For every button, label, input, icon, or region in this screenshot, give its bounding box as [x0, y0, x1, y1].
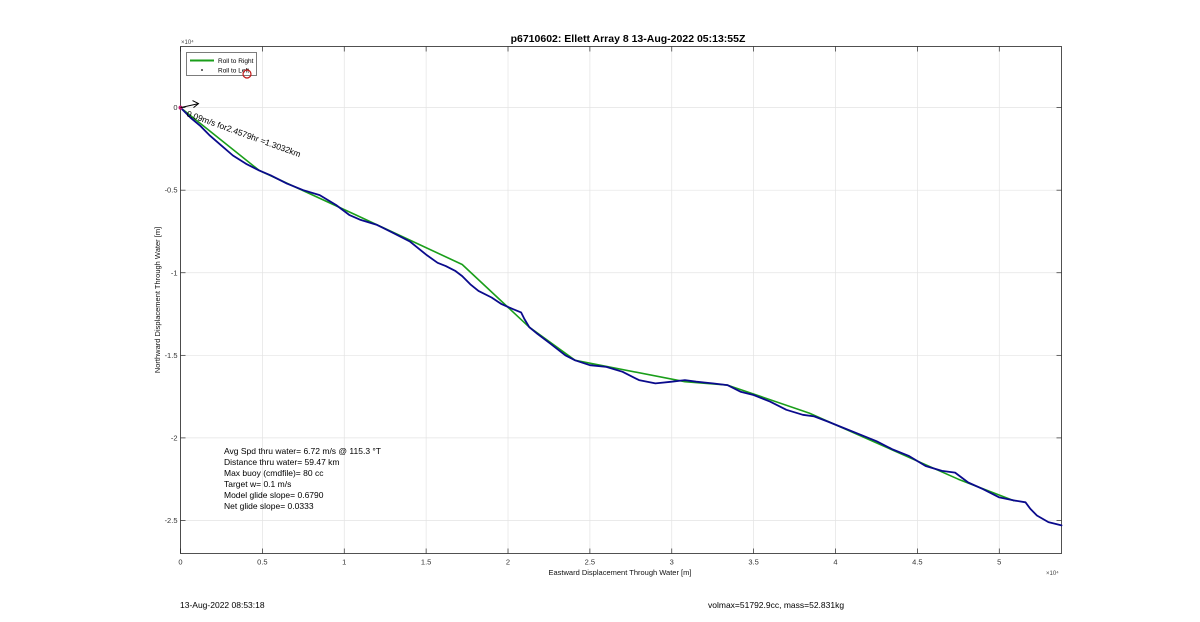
x-tick-label: 1.5 — [421, 558, 431, 567]
legend-swatch-roll-left — [201, 69, 203, 71]
y-tick-label: -1.5 — [165, 351, 178, 360]
y-tick-label: -2 — [171, 433, 178, 442]
legend-box — [186, 52, 257, 76]
x-tick-label: 0 — [178, 558, 182, 567]
y-tick-label: -0.5 — [165, 186, 178, 195]
x-tick-label: 0.5 — [257, 558, 267, 567]
x-axis-label: Eastward Displacement Through Water [m] — [549, 568, 692, 577]
series-roll-to-right-line — [179, 106, 1015, 502]
series-track-line — [179, 106, 1063, 527]
grid-lines — [180, 46, 1062, 554]
roll-marker-circle — [242, 69, 252, 79]
legend-label-roll-left: Roll to Left — [218, 68, 249, 75]
x-tick-label: 3 — [670, 558, 674, 567]
arrow-head — [192, 100, 200, 108]
arrow-annotation: 0.09m/s for2.4579hr =1.3032km — [185, 108, 302, 159]
y-tick-label: -2.5 — [165, 516, 178, 525]
stat-avg-speed: Avg Spd thru water= 6.72 m/s @ 115.3 °T — [224, 446, 381, 456]
x-tick-label: 5 — [997, 558, 1001, 567]
stat-distance: Distance thru water= 59.47 km — [224, 457, 340, 467]
x-tick-label: 4.5 — [912, 558, 922, 567]
axis-ticks: 0 0.5 1 1.5 2 2.5 3 3.5 4 4.5 5 0 -0.5 -1 -1.5 -2 -2.5 — [165, 46, 1062, 567]
x-tick-label: 2.5 — [585, 558, 595, 567]
plot-area-frame — [180, 46, 1062, 554]
x-tick-label: 1 — [342, 558, 346, 567]
y-axis-multiplier: ×10⁴ — [181, 39, 194, 46]
x-tick-label: 4 — [833, 558, 837, 567]
stat-max-buoy: Max buoy (cmdfile)= 80 cc — [224, 468, 324, 478]
x-axis-multiplier: ×10⁴ — [1046, 570, 1059, 577]
stat-model-glide-slope: Model glide slope= 0.6790 — [224, 490, 324, 500]
y-axis-label: Northward Displacement Through Water [m] — [153, 227, 162, 373]
legend: Roll to Right Roll to Left — [186, 52, 257, 76]
footer-summary: volmax=51792.9cc, mass=52.831kg — [708, 600, 845, 610]
arrow-shaft — [180, 103, 199, 109]
stat-net-glide-slope: Net glide slope= 0.0333 — [224, 501, 314, 511]
footer-timestamp: 13-Aug-2022 08:53:18 — [180, 600, 265, 610]
stats-block: Avg Spd thru water= 6.72 m/s @ 115.3 °T … — [224, 446, 381, 511]
stat-target-w: Target w= 0.1 m/s — [224, 479, 291, 489]
y-tick-label: 0 — [173, 103, 177, 112]
velocity-arrow — [180, 100, 200, 109]
x-tick-label: 2 — [506, 558, 510, 567]
chart-title: p6710602: Ellett Array 8 13-Aug-2022 05:… — [511, 33, 746, 45]
legend-label-roll-right: Roll to Right — [218, 58, 254, 65]
y-tick-label: -1 — [171, 268, 178, 277]
x-tick-label: 3.5 — [748, 558, 758, 567]
